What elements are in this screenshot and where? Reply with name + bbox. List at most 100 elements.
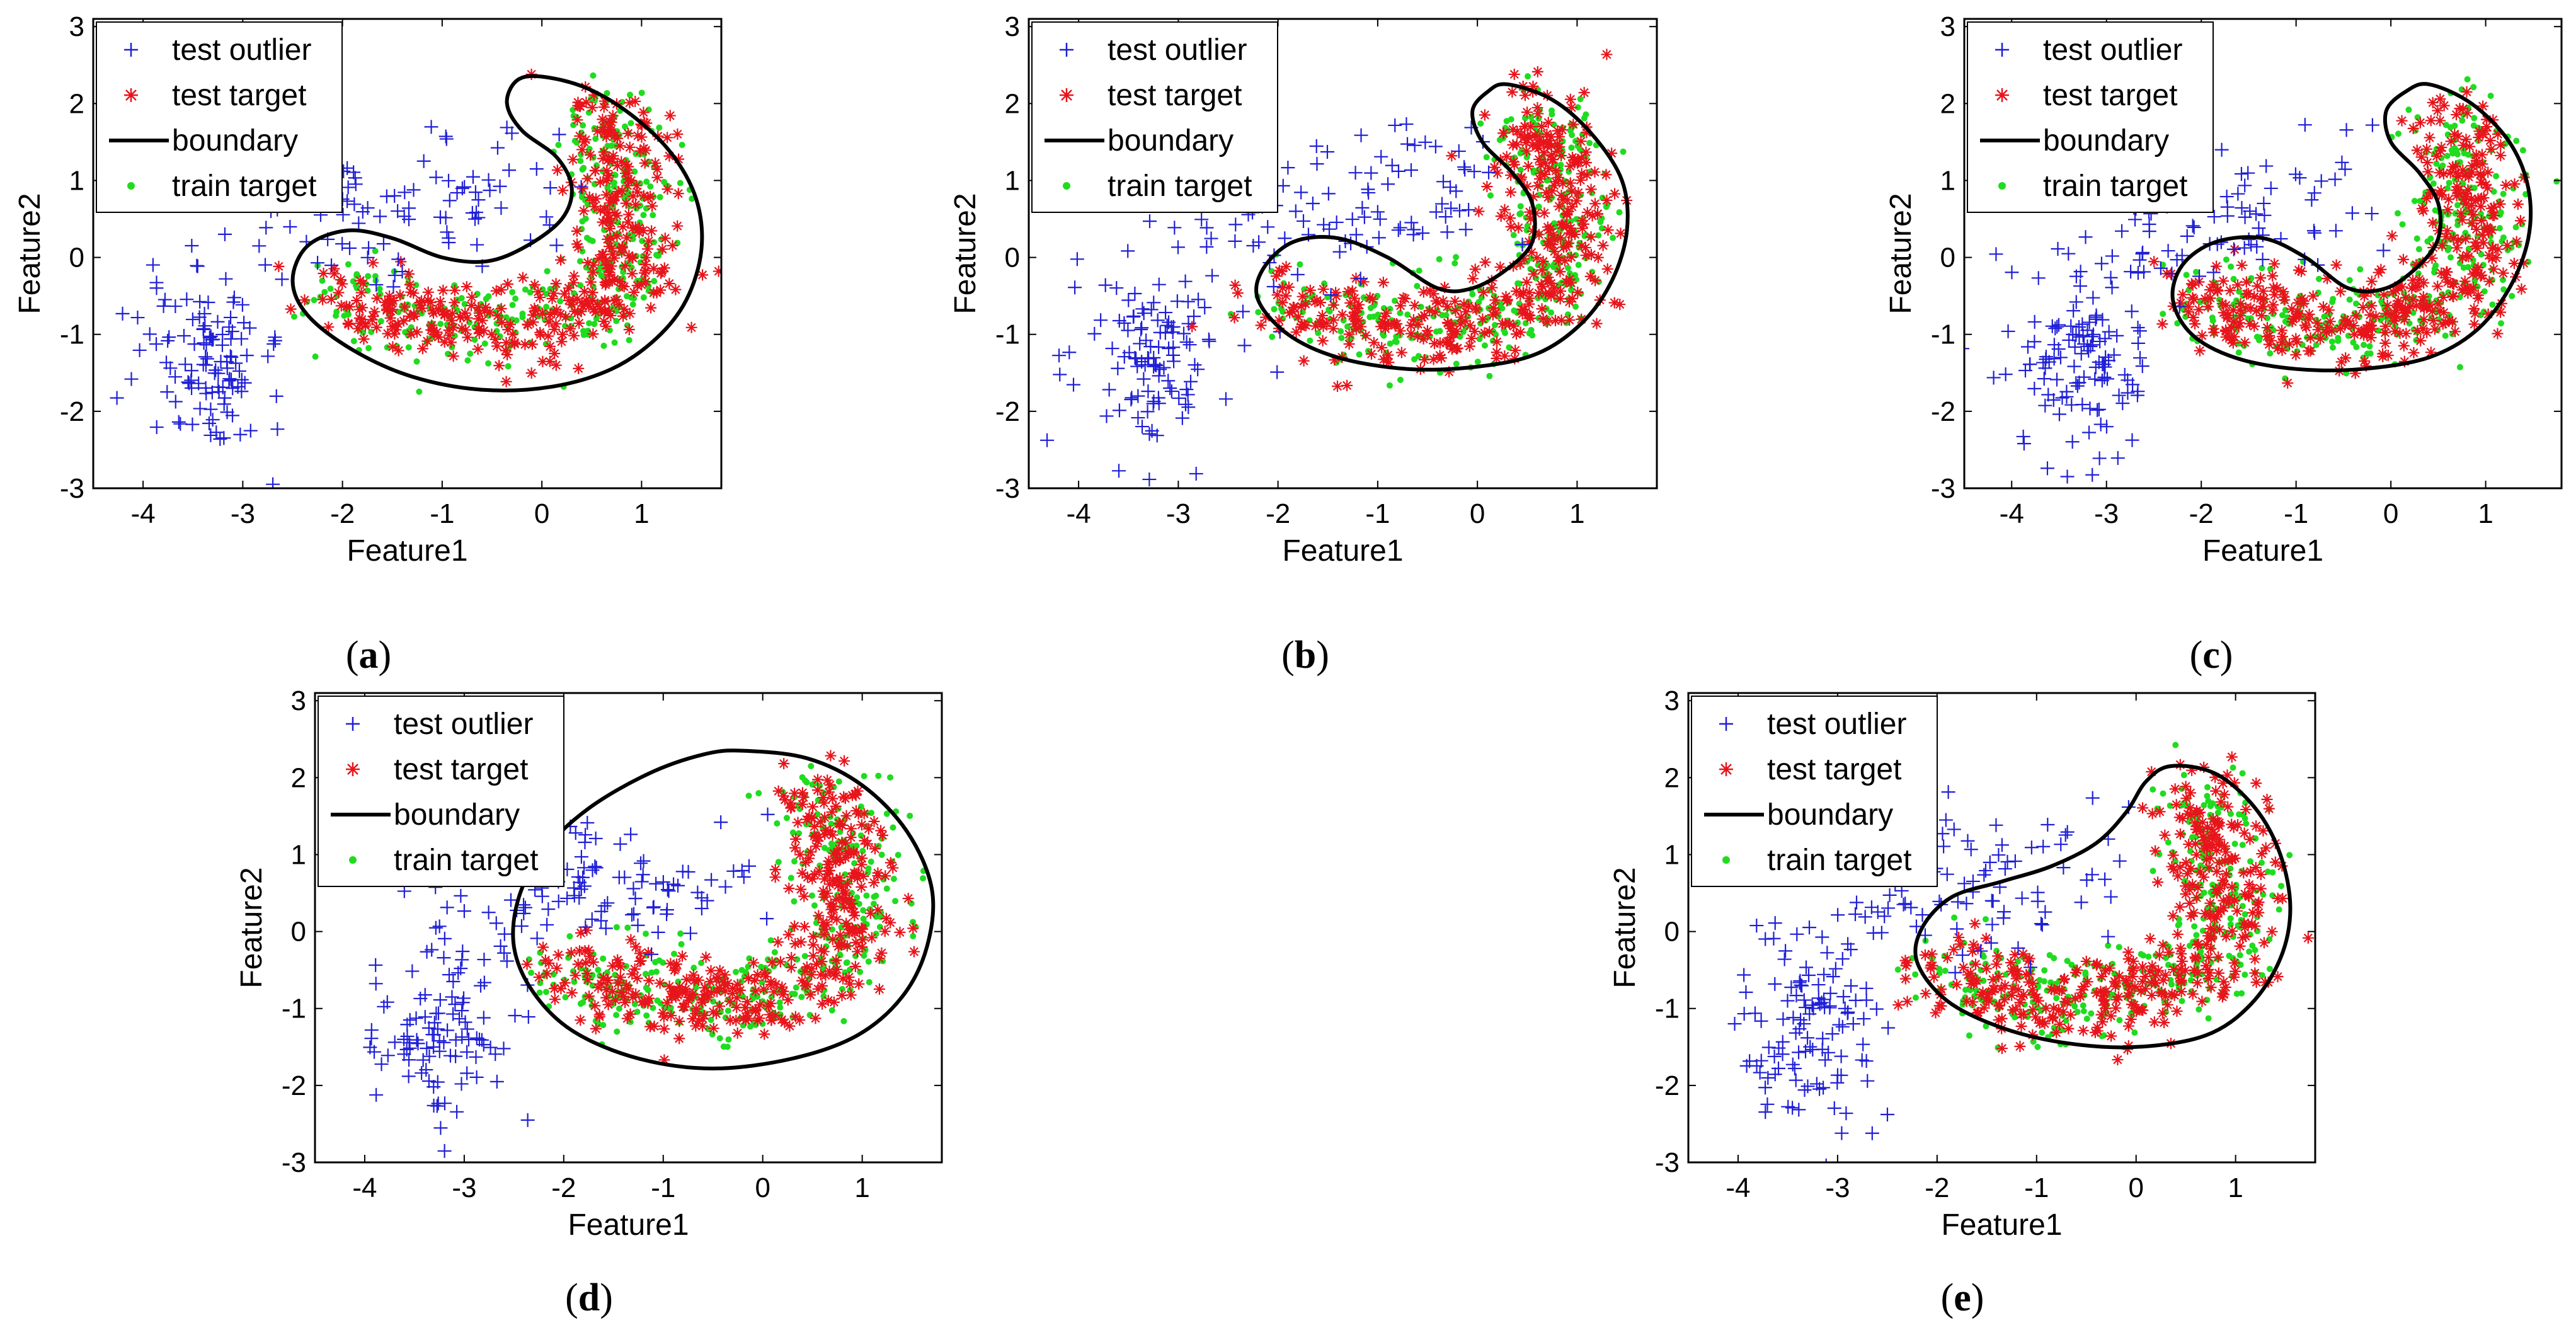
test-outlier-point <box>190 259 205 273</box>
test-target-point <box>1527 80 1539 92</box>
test-target-point <box>673 981 685 993</box>
test-outlier-point <box>1449 184 1463 198</box>
test-target-point <box>2476 176 2488 188</box>
test-target-point <box>2218 976 2230 988</box>
test-target-point <box>447 321 459 333</box>
train-target-point <box>1912 994 1919 1001</box>
test-outlier-point <box>449 1033 463 1047</box>
test-target-point <box>2443 314 2455 326</box>
test-target-point <box>2432 105 2444 117</box>
test-target-point <box>856 922 867 934</box>
test-target-point <box>1477 287 1489 299</box>
test-outlier-point <box>1205 268 1220 283</box>
test-target-point <box>1967 996 1979 1008</box>
test-target-point <box>831 847 843 859</box>
test-target-point <box>607 192 619 204</box>
train-target-point <box>1966 1032 1972 1039</box>
test-outlier-point <box>411 1036 425 1051</box>
test-target-point <box>2421 326 2433 338</box>
train-target-point <box>591 321 598 328</box>
test-target-point <box>2388 315 2400 327</box>
test-target-point <box>1534 134 1546 146</box>
test-target-point <box>2492 243 2504 255</box>
test-target-point <box>2476 149 2488 161</box>
train-target-point <box>656 193 663 200</box>
test-target-point <box>583 990 595 1002</box>
test-target-point <box>2265 335 2277 347</box>
test-target-point <box>1377 316 1388 328</box>
test-outlier-point <box>454 1077 469 1091</box>
test-target-point <box>835 881 847 893</box>
test-target-point <box>1417 286 1429 298</box>
train-target-point <box>557 298 564 305</box>
test-target-point <box>2459 169 2471 181</box>
test-target-point <box>636 131 648 143</box>
test-outlier-point <box>1458 222 1473 237</box>
test-target-point <box>603 153 615 165</box>
test-target-point <box>638 106 650 118</box>
test-target-point <box>607 960 619 972</box>
test-outlier-point <box>1134 322 1148 336</box>
test-outlier-point <box>198 358 213 372</box>
test-target-point <box>1553 131 1565 143</box>
test-target-point <box>624 1008 636 1020</box>
test-target-point <box>408 287 420 299</box>
test-target-point <box>1509 345 1521 357</box>
train-target-point <box>2260 891 2267 898</box>
test-target-point <box>1378 311 1390 323</box>
test-outlier-point <box>2088 372 2102 386</box>
test-target-point <box>1978 1002 1990 1014</box>
test-target-point <box>1539 168 1551 180</box>
test-target-point <box>1555 314 1567 326</box>
test-target-point <box>754 999 766 1011</box>
test-target-point <box>2343 318 2355 330</box>
test-target-point <box>1490 307 1502 319</box>
test-target-point <box>1592 208 1603 220</box>
test-target-point <box>622 173 634 185</box>
test-target-point <box>574 130 586 142</box>
train-target-point <box>2231 840 2238 847</box>
test-target-point <box>576 144 588 156</box>
test-target-point <box>1602 224 1614 236</box>
test-target-point <box>2379 327 2391 339</box>
test-target-point <box>2335 285 2347 297</box>
test-target-point <box>568 270 580 282</box>
test-target-point <box>2432 298 2444 310</box>
train-target-point <box>519 314 526 321</box>
test-target-point <box>2182 301 2194 312</box>
test-outlier-point <box>1121 244 1135 258</box>
test-outlier-point <box>502 163 517 178</box>
test-target-point <box>677 950 689 962</box>
test-target-point <box>2509 178 2521 190</box>
test-target-point <box>2110 1002 2122 1014</box>
test-outlier-point <box>269 389 283 403</box>
legend-label: boundary <box>2043 124 2169 158</box>
test-target-point <box>2339 314 2351 326</box>
test-target-point <box>794 849 806 861</box>
test-target-point <box>1551 138 1563 150</box>
train-target-point <box>2410 309 2417 316</box>
train-target-point <box>2227 921 2234 928</box>
test-target-point <box>624 307 636 319</box>
test-target-point <box>2175 948 2187 960</box>
train-target-point <box>867 858 874 865</box>
test-target-point <box>2235 310 2247 322</box>
test-outlier-point <box>1353 272 1368 286</box>
test-target-point <box>456 323 468 335</box>
test-target-point <box>2456 214 2468 226</box>
legend-label: test outlier <box>1108 33 1247 67</box>
test-outlier-point <box>585 863 600 878</box>
test-target-point <box>1501 294 1513 306</box>
test-target-point <box>460 324 472 336</box>
test-target-point <box>663 980 675 992</box>
test-target-point <box>2373 266 2384 278</box>
test-target-point <box>2240 931 2252 943</box>
test-target-point <box>521 958 533 970</box>
legend-marker-test-target <box>124 88 138 102</box>
test-outlier-point <box>1178 397 1193 411</box>
test-target-point <box>682 994 694 1006</box>
test-target-point <box>2157 939 2169 951</box>
train-target-point <box>871 900 878 907</box>
test-target-point <box>650 157 661 169</box>
train-target-point <box>1496 137 1503 144</box>
